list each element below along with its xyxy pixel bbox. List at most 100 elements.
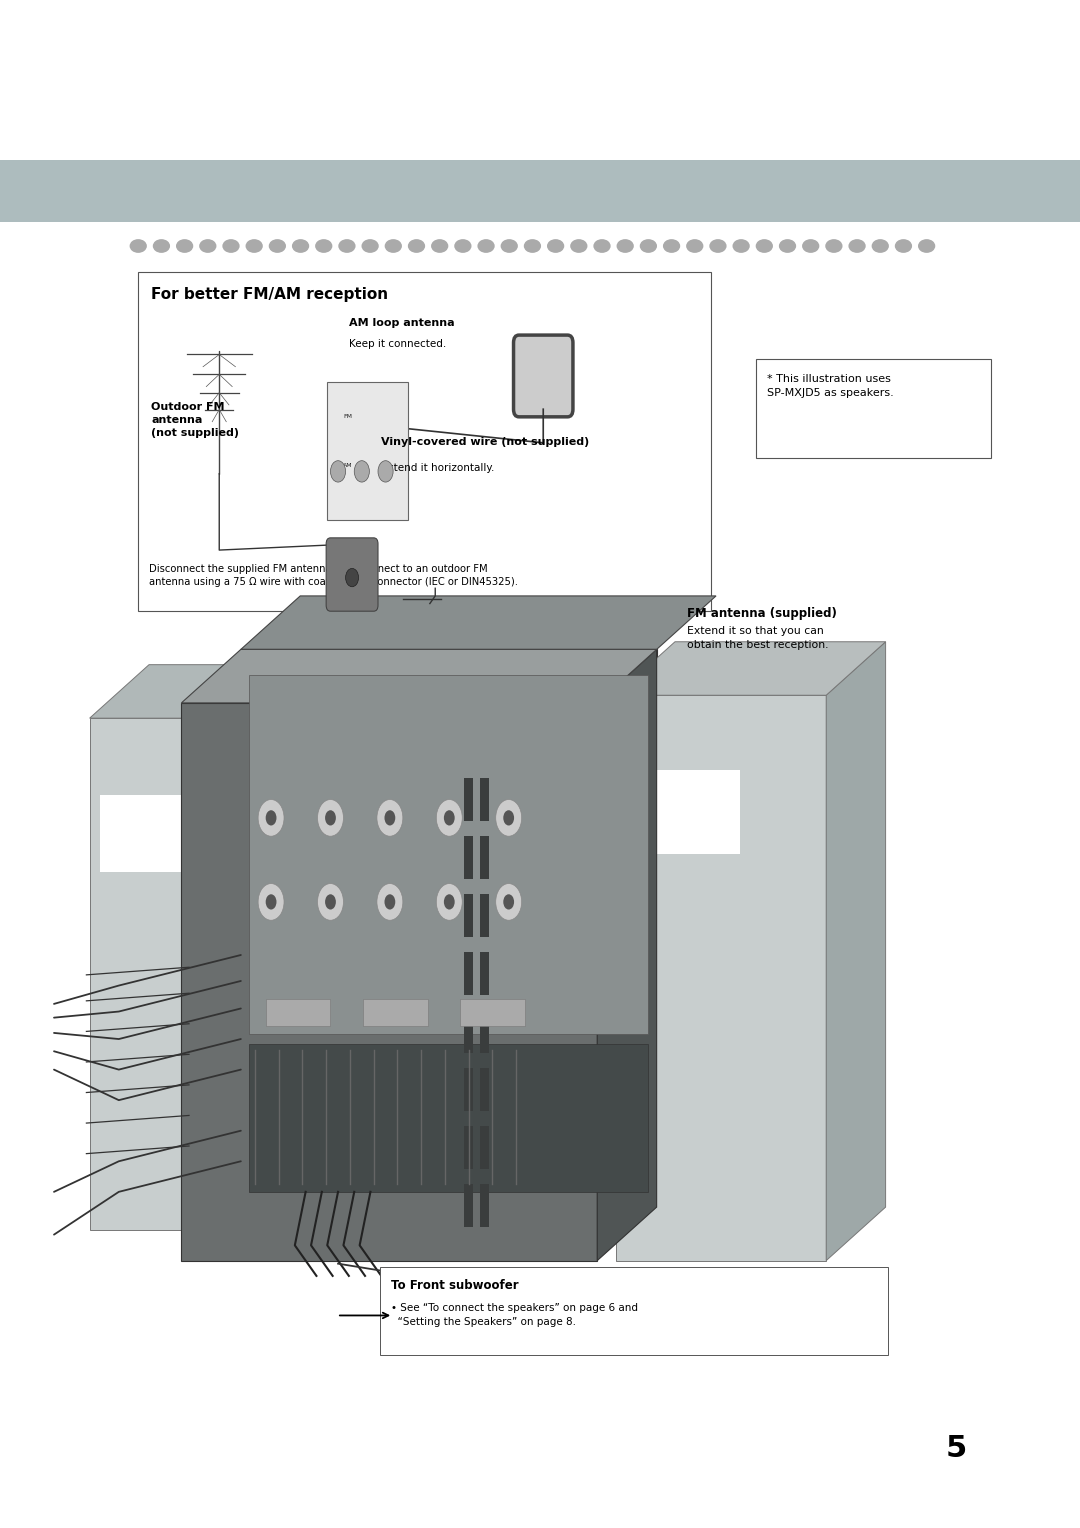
Circle shape	[330, 461, 346, 483]
Polygon shape	[241, 596, 716, 649]
Text: For better FM/AM reception: For better FM/AM reception	[151, 287, 389, 303]
Ellipse shape	[130, 240, 147, 254]
Ellipse shape	[825, 240, 842, 254]
Circle shape	[496, 799, 522, 836]
Text: FM antenna (supplied): FM antenna (supplied)	[687, 607, 837, 620]
Circle shape	[444, 810, 455, 825]
Ellipse shape	[872, 240, 889, 254]
Circle shape	[325, 894, 336, 909]
Bar	[464, 778, 473, 821]
Polygon shape	[90, 665, 327, 718]
Bar	[380, 1267, 888, 1355]
Bar	[249, 675, 648, 1034]
FancyBboxPatch shape	[326, 538, 378, 611]
Ellipse shape	[686, 240, 703, 254]
Ellipse shape	[501, 240, 518, 254]
Text: To Front subwoofer: To Front subwoofer	[391, 1279, 518, 1293]
Bar	[0, 160, 1080, 222]
Circle shape	[444, 894, 455, 909]
Bar	[249, 1044, 648, 1192]
Circle shape	[318, 883, 343, 920]
Text: FM: FM	[343, 414, 352, 419]
Ellipse shape	[199, 240, 216, 254]
Ellipse shape	[338, 240, 355, 254]
Bar	[481, 894, 489, 937]
Circle shape	[436, 883, 462, 920]
Bar	[363, 999, 428, 1027]
Ellipse shape	[895, 240, 913, 254]
Bar	[464, 1010, 473, 1053]
Circle shape	[266, 810, 276, 825]
Ellipse shape	[663, 240, 680, 254]
Text: • See “To connect the speakers” on page 6 and
  “Setting the Speakers” on page 8: • See “To connect the speakers” on page …	[391, 1303, 638, 1326]
Bar	[464, 894, 473, 937]
Bar	[464, 1126, 473, 1169]
Bar	[464, 836, 473, 879]
Text: Extend it so that you can
obtain the best reception.: Extend it so that you can obtain the bes…	[687, 626, 828, 651]
Bar	[266, 999, 330, 1027]
Text: Vinyl-covered wire (not supplied): Vinyl-covered wire (not supplied)	[381, 437, 590, 448]
Ellipse shape	[593, 240, 610, 254]
Bar	[464, 1068, 473, 1111]
Polygon shape	[181, 649, 657, 703]
Ellipse shape	[802, 240, 820, 254]
Ellipse shape	[849, 240, 866, 254]
Circle shape	[503, 810, 514, 825]
Ellipse shape	[732, 240, 750, 254]
Ellipse shape	[710, 240, 727, 254]
Ellipse shape	[176, 240, 193, 254]
Ellipse shape	[152, 240, 170, 254]
Circle shape	[318, 799, 343, 836]
Text: AM loop antenna: AM loop antenna	[349, 318, 455, 329]
Text: 5: 5	[945, 1435, 967, 1462]
Text: Disconnect the supplied FM antenna, and connect to an outdoor FM
antenna using a: Disconnect the supplied FM antenna, and …	[149, 564, 518, 587]
Text: Outdoor FM
antenna
(not supplied): Outdoor FM antenna (not supplied)	[151, 402, 239, 439]
Circle shape	[384, 894, 395, 909]
Circle shape	[384, 810, 395, 825]
Circle shape	[496, 883, 522, 920]
Circle shape	[346, 568, 359, 587]
Bar	[464, 1184, 473, 1227]
Ellipse shape	[362, 240, 379, 254]
Ellipse shape	[384, 240, 402, 254]
Circle shape	[258, 799, 284, 836]
Circle shape	[325, 810, 336, 825]
Bar	[481, 1126, 489, 1169]
Bar	[616, 695, 826, 1261]
Bar	[100, 796, 181, 871]
Ellipse shape	[524, 240, 541, 254]
Ellipse shape	[779, 240, 796, 254]
Bar	[481, 1068, 489, 1111]
Bar	[464, 952, 473, 995]
Ellipse shape	[455, 240, 472, 254]
Polygon shape	[597, 649, 657, 1261]
Circle shape	[354, 461, 369, 483]
Bar	[181, 703, 597, 1261]
Ellipse shape	[408, 240, 426, 254]
Text: Extend it horizontally.: Extend it horizontally.	[381, 463, 495, 474]
Circle shape	[377, 799, 403, 836]
Circle shape	[378, 461, 393, 483]
Bar	[481, 1010, 489, 1053]
Bar	[460, 999, 525, 1027]
Polygon shape	[268, 665, 327, 1230]
Bar	[637, 770, 740, 854]
Ellipse shape	[431, 240, 448, 254]
Circle shape	[503, 894, 514, 909]
Ellipse shape	[477, 240, 495, 254]
Bar	[481, 1184, 489, 1227]
Ellipse shape	[245, 240, 262, 254]
Ellipse shape	[315, 240, 333, 254]
Ellipse shape	[292, 240, 309, 254]
Ellipse shape	[918, 240, 935, 254]
Bar	[90, 718, 268, 1230]
Circle shape	[377, 883, 403, 920]
Ellipse shape	[222, 240, 240, 254]
Text: Keep it connected.: Keep it connected.	[349, 339, 446, 350]
Circle shape	[258, 883, 284, 920]
FancyBboxPatch shape	[514, 335, 572, 417]
Polygon shape	[616, 642, 886, 695]
Polygon shape	[826, 642, 886, 1261]
Bar	[481, 836, 489, 879]
Circle shape	[266, 894, 276, 909]
